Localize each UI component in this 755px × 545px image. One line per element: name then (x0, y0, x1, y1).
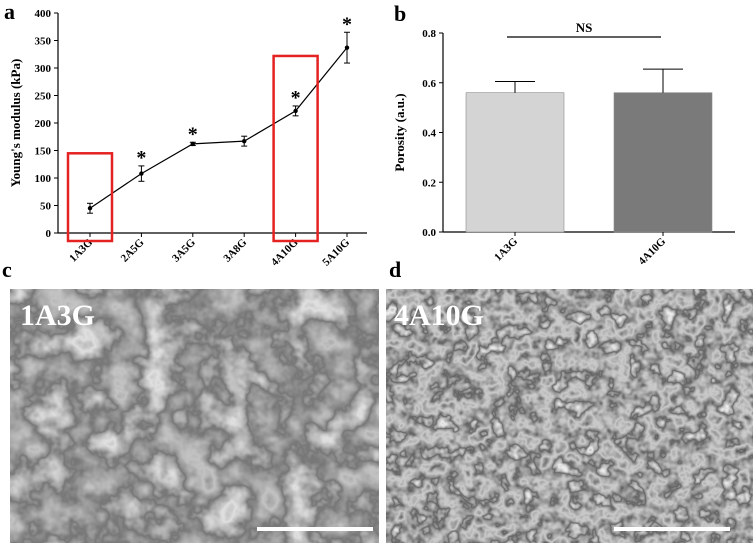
data-point (293, 108, 298, 114)
y-tick-label: 400 (35, 8, 52, 20)
x-tick-label: 2A5G (119, 236, 147, 264)
bar (613, 92, 713, 233)
panel-letter-c: c (2, 257, 12, 282)
x-tick-label: 3A5G (170, 236, 198, 264)
data-point (242, 138, 247, 144)
sem-image-1a3g: 1A3G (10, 289, 379, 543)
panel-letter-a: a (4, 0, 15, 24)
x-tick-label: 3A8G (221, 236, 249, 264)
series-line (89, 47, 348, 209)
y-tick-label: 0.4 (422, 128, 436, 140)
sem-micrograph-texture (10, 289, 379, 543)
y-tick-label: 0.2 (422, 177, 436, 189)
chart-porosity: 0.0 0.2 0.4 0.6 0.8 Porosity (a.u.) 1A3G 4A10G N… (392, 20, 735, 267)
significance-star: * (188, 123, 198, 145)
data-point (344, 45, 350, 50)
y-axis-label: Porosity (a.u.) (392, 93, 407, 171)
panel-letter-d: d (389, 257, 401, 282)
sem-image-4a10g: 4A10G (386, 289, 753, 543)
y-tick-label: 0.8 (422, 28, 436, 40)
y-tick-label: 100 (35, 173, 52, 185)
highlight-box (66, 152, 114, 243)
y-tick-label: 200 (35, 118, 52, 130)
data-point (190, 141, 195, 147)
scale-bar (257, 527, 373, 531)
sem-label: 4A10G (394, 299, 484, 332)
y-tick-label: 0 (46, 228, 52, 240)
highlight-box (272, 54, 319, 243)
y-tick-label: 300 (35, 63, 52, 75)
chart-young-modulus: 0 50 100 150 200 250 300 350 400 Young's modulus … (8, 8, 367, 268)
scale-bar (614, 527, 730, 531)
significance-label: NS (576, 20, 593, 35)
y-tick-label: 50 (40, 201, 52, 213)
y-tick-label: 350 (35, 36, 52, 48)
x-tick-label: 1A3G (492, 235, 520, 263)
y-tick-label: 0.6 (422, 78, 436, 90)
data-point (139, 171, 144, 176)
data-point (87, 206, 93, 211)
y-tick-label: 0.0 (422, 227, 436, 239)
significance-star: * (291, 87, 301, 109)
bar (465, 92, 565, 233)
y-tick-label: 250 (35, 91, 52, 103)
panel-letter-b: b (394, 1, 406, 26)
x-tick-label: 5A10G (320, 236, 352, 268)
significance-star: * (342, 13, 352, 35)
significance-star: * (136, 147, 146, 169)
y-axis-label: Young's modulus (kPa) (8, 59, 23, 188)
sem-label: 1A3G (20, 299, 95, 332)
x-tick-label: 4A10G (636, 235, 668, 267)
y-tick-label: 150 (35, 146, 52, 158)
sem-micrograph-texture (386, 289, 753, 543)
